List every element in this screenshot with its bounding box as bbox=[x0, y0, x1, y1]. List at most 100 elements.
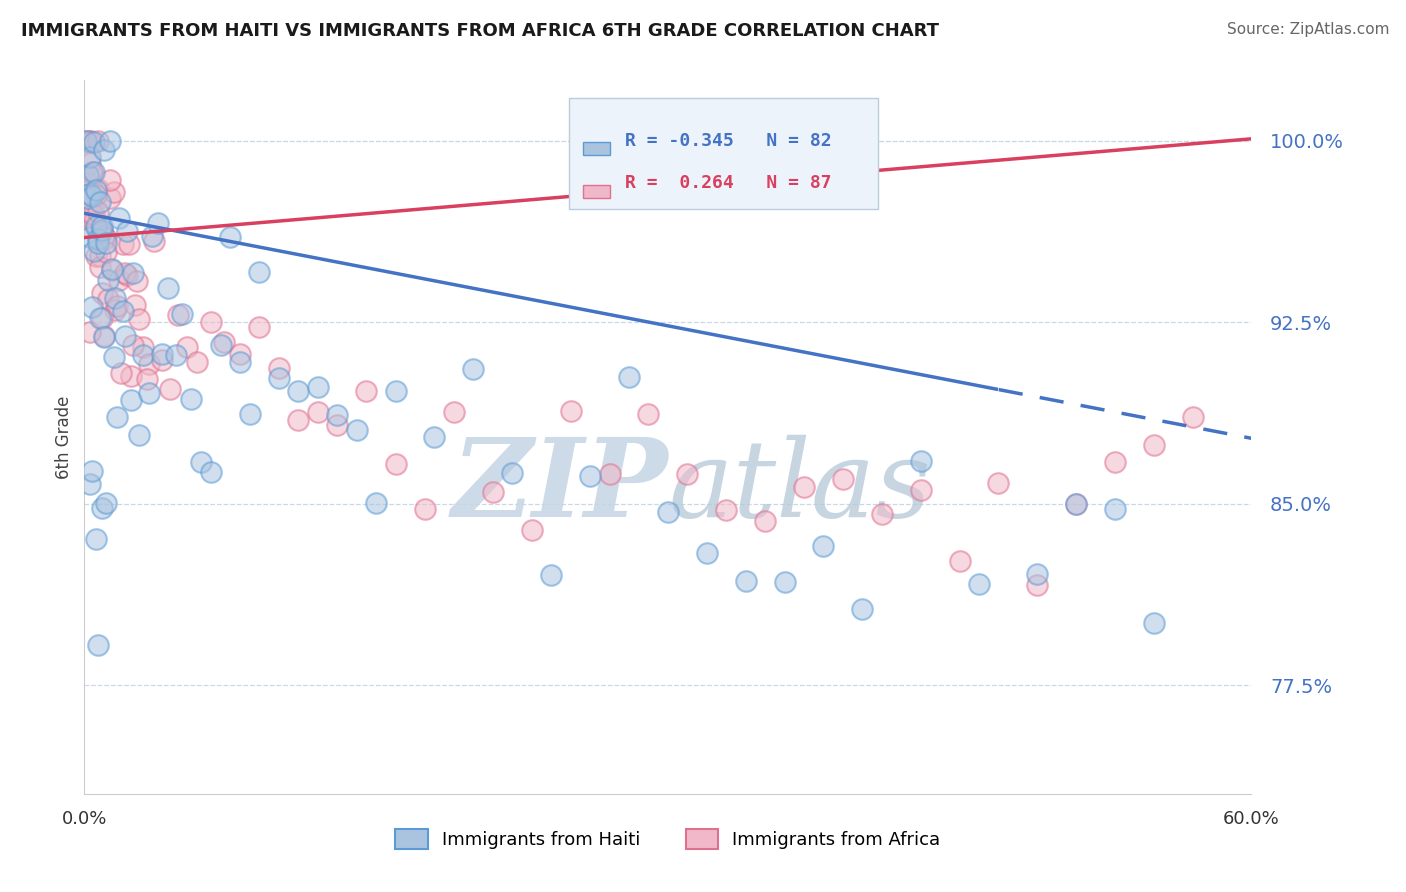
Point bbox=[79, 134, 101, 148]
Point bbox=[599, 467, 621, 481]
Point bbox=[79, 186, 101, 201]
Point bbox=[75, 211, 97, 226]
Point bbox=[112, 304, 135, 318]
Point bbox=[84, 219, 107, 233]
FancyBboxPatch shape bbox=[582, 143, 610, 155]
Point bbox=[94, 496, 117, 510]
Point bbox=[90, 500, 112, 515]
Point bbox=[176, 340, 198, 354]
Point bbox=[793, 480, 815, 494]
Point bbox=[110, 366, 132, 380]
Point bbox=[138, 385, 160, 400]
Point bbox=[120, 368, 142, 383]
Point bbox=[115, 268, 138, 282]
Point bbox=[104, 291, 127, 305]
Point bbox=[384, 457, 406, 471]
FancyBboxPatch shape bbox=[582, 186, 610, 198]
Point bbox=[90, 311, 112, 326]
Point bbox=[100, 263, 122, 277]
Text: IMMIGRANTS FROM HAITI VS IMMIGRANTS FROM AFRICA 6TH GRADE CORRELATION CHART: IMMIGRANTS FROM HAITI VS IMMIGRANTS FROM… bbox=[21, 22, 939, 40]
Point bbox=[89, 260, 111, 275]
Point bbox=[1066, 497, 1088, 511]
Point bbox=[83, 244, 105, 259]
Point bbox=[93, 329, 115, 343]
Point bbox=[520, 523, 543, 537]
Point bbox=[1104, 455, 1126, 469]
Point bbox=[87, 134, 110, 148]
Point bbox=[90, 225, 112, 239]
Point bbox=[773, 574, 796, 589]
Point bbox=[148, 216, 170, 230]
Point bbox=[84, 249, 107, 263]
Point bbox=[734, 574, 756, 588]
Point bbox=[384, 384, 406, 398]
Point bbox=[1104, 502, 1126, 516]
Point bbox=[326, 417, 349, 432]
Point bbox=[79, 230, 101, 244]
Point bbox=[120, 393, 142, 408]
Point bbox=[77, 168, 100, 182]
Point bbox=[159, 382, 181, 396]
Point bbox=[75, 134, 97, 148]
Point bbox=[114, 266, 136, 280]
Point bbox=[84, 221, 107, 235]
Point bbox=[82, 168, 104, 182]
Point bbox=[463, 361, 485, 376]
Point bbox=[267, 371, 290, 385]
Point bbox=[103, 185, 125, 199]
Point bbox=[1181, 410, 1204, 425]
Point bbox=[77, 203, 100, 218]
Point bbox=[637, 407, 659, 421]
Point bbox=[579, 468, 602, 483]
Point bbox=[540, 568, 562, 582]
Point bbox=[98, 191, 121, 205]
Point bbox=[143, 234, 166, 248]
Point bbox=[141, 229, 163, 244]
Point bbox=[560, 404, 582, 418]
Point bbox=[79, 156, 101, 170]
Point bbox=[214, 335, 236, 350]
Point bbox=[326, 408, 349, 422]
Point bbox=[122, 337, 145, 351]
Point bbox=[156, 281, 179, 295]
Point bbox=[200, 466, 222, 480]
Point bbox=[1026, 567, 1049, 582]
Point bbox=[115, 224, 138, 238]
Point bbox=[93, 143, 115, 157]
Text: R = -0.345   N = 82: R = -0.345 N = 82 bbox=[624, 132, 831, 150]
Point bbox=[107, 299, 129, 313]
Point bbox=[1066, 497, 1088, 511]
Point bbox=[138, 357, 160, 371]
Point bbox=[657, 505, 679, 519]
Point bbox=[125, 275, 148, 289]
Text: ZIP: ZIP bbox=[451, 434, 668, 541]
Point bbox=[229, 347, 252, 361]
Point bbox=[98, 172, 121, 186]
Point bbox=[84, 188, 107, 202]
Point bbox=[84, 533, 107, 547]
Point bbox=[107, 410, 129, 425]
Point bbox=[209, 338, 232, 352]
Point bbox=[870, 507, 893, 521]
Point bbox=[482, 485, 505, 500]
Point bbox=[82, 464, 104, 478]
Point bbox=[617, 369, 640, 384]
Point bbox=[87, 205, 110, 219]
Point bbox=[132, 348, 155, 362]
Point bbox=[166, 308, 188, 322]
Text: atlas: atlas bbox=[668, 434, 931, 540]
Point bbox=[813, 539, 835, 553]
Point bbox=[82, 207, 104, 221]
Point bbox=[1026, 577, 1049, 591]
Point bbox=[307, 380, 329, 394]
Point bbox=[114, 328, 136, 343]
Point bbox=[1143, 438, 1166, 452]
Point bbox=[122, 266, 145, 280]
Point bbox=[90, 219, 112, 233]
Point bbox=[82, 189, 104, 203]
Point bbox=[93, 330, 115, 344]
Point bbox=[716, 503, 738, 517]
Point bbox=[186, 355, 208, 369]
Point bbox=[83, 165, 105, 179]
Point bbox=[170, 308, 193, 322]
